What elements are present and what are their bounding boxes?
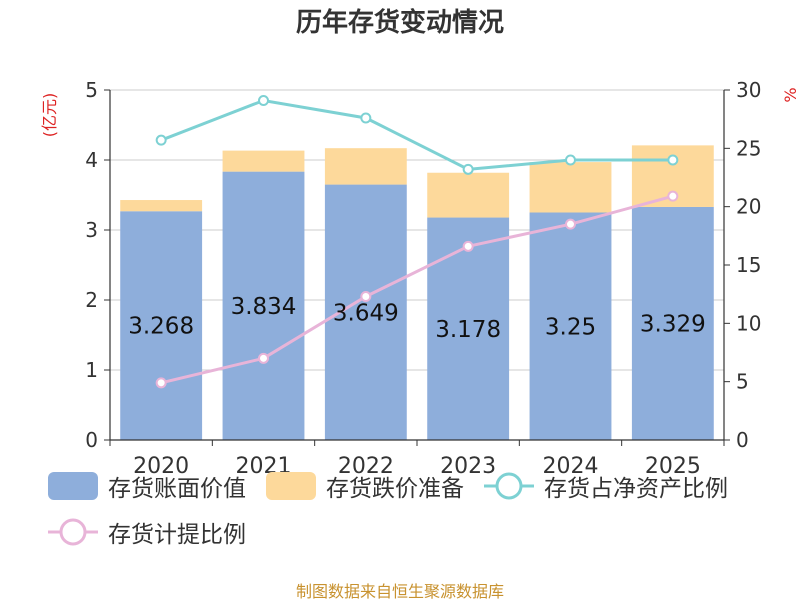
bar-data-label: 3.329 — [640, 311, 706, 337]
line-point — [667, 154, 679, 166]
line-point — [462, 163, 474, 175]
bar-data-label: 3.25 — [545, 314, 596, 340]
labels-layer: 3.268 3.834 3.649 3.178 3.25 3.329 — [128, 294, 706, 343]
x-tick-label: 2022 — [338, 454, 394, 479]
line-point — [565, 154, 576, 166]
line-point — [565, 218, 576, 230]
lines-layer — [155, 95, 679, 389]
bar-book-value — [222, 171, 305, 440]
line-point — [258, 352, 269, 364]
legend-swatch-impairment — [266, 472, 316, 500]
y-right-tick-label: 30 — [736, 78, 761, 102]
y-left-tick-label: 4 — [85, 148, 98, 172]
line-point — [360, 112, 372, 124]
y-left-tick-label: 5 — [85, 78, 98, 102]
legend-label-impairment: 存货跌价准备 — [326, 476, 464, 502]
line-point — [155, 134, 167, 146]
chart-title: 历年存货变动情况 — [295, 8, 504, 38]
bar-data-label: 3.268 — [128, 314, 194, 340]
bar-book-value — [427, 217, 510, 440]
legend: 存货账面价值 存货跌价准备 存货占净资产比例 存货计提比例 — [48, 468, 788, 550]
bar-impairment — [427, 172, 510, 218]
y-left-tick-label: 2 — [85, 288, 98, 312]
x-tick-label: 2020 — [133, 454, 189, 479]
y-left-tick-label: 3 — [85, 218, 98, 242]
source-note: 制图数据来自恒生聚源数据库 — [295, 582, 504, 601]
y-left-tick-label: 0 — [85, 428, 98, 452]
y-right-tick-label: 20 — [736, 195, 761, 219]
bar-book-value — [120, 211, 203, 440]
x-tick-label: 2024 — [543, 454, 599, 479]
bar-book-value — [631, 206, 714, 440]
line-point — [258, 95, 269, 106]
bar-data-label: 3.649 — [333, 300, 399, 326]
line-series — [160, 194, 674, 385]
y-axis-right-label: % — [781, 87, 800, 102]
bar-data-label: 3.178 — [435, 317, 501, 343]
legend-swatch-book-value — [48, 472, 98, 500]
bar-impairment — [222, 150, 305, 172]
bar-impairment — [529, 162, 612, 213]
bar-impairment — [324, 148, 407, 185]
bars-layer — [120, 145, 714, 440]
legend-item-book-value[interactable]: 存货账面价值 — [48, 468, 246, 504]
line-point — [155, 377, 167, 389]
line-point — [667, 190, 679, 202]
bar-book-value — [529, 212, 612, 440]
legend-line-net-asset-ratio — [484, 472, 534, 500]
line-point — [360, 291, 372, 302]
x-tick-label: 2025 — [645, 454, 701, 479]
legend-item-net-asset-ratio[interactable]: 存货占净资产比例 — [484, 468, 728, 504]
y-left-tick-label: 1 — [85, 358, 98, 382]
bar-data-label: 3.834 — [231, 294, 297, 320]
line-point — [462, 240, 474, 252]
legend-label-provision-ratio: 存货计提比例 — [108, 522, 246, 548]
x-tick-label: 2023 — [440, 454, 496, 479]
y-right-tick-label: 10 — [736, 311, 761, 335]
bar-impairment — [120, 200, 203, 212]
y-right-tick-label: 15 — [736, 253, 761, 277]
legend-line-provision-ratio — [48, 518, 98, 546]
legend-item-provision-ratio[interactable]: 存货计提比例 — [48, 514, 246, 550]
y-right-tick-label: 25 — [736, 136, 761, 160]
legend-label-net-asset-ratio: 存货占净资产比例 — [544, 476, 728, 502]
legend-item-impairment[interactable]: 存货跌价准备 — [266, 468, 464, 504]
y-right-tick-label: 5 — [736, 370, 749, 394]
legend-label-book-value: 存货账面价值 — [108, 476, 246, 502]
y-axis-left-label: (亿元) — [40, 93, 59, 138]
y-right-tick-label: 0 — [736, 428, 749, 452]
line-series — [160, 98, 673, 171]
